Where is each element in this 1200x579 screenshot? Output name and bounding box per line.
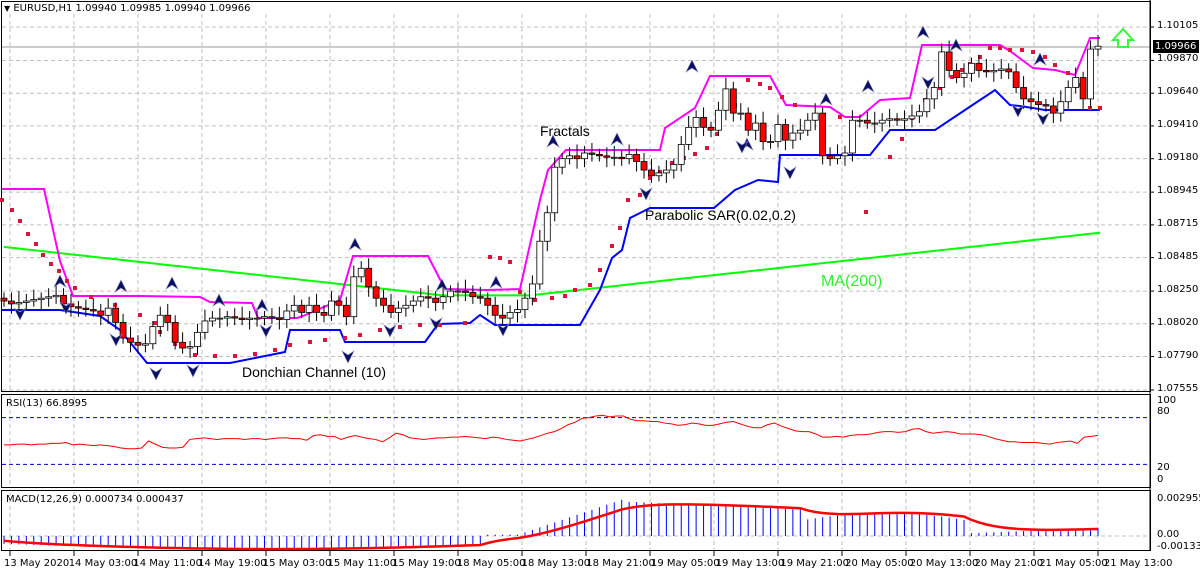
ma-annotation: MA(200) bbox=[821, 273, 883, 290]
price-tick: 1.07790 bbox=[1157, 349, 1199, 361]
time-tick: 18 May 21:00 bbox=[586, 558, 655, 569]
fractals-annotation: Fractals bbox=[540, 123, 590, 139]
macd-tick: -0.001336 bbox=[1157, 541, 1200, 552]
pane-frames bbox=[1, 0, 1151, 551]
time-tick: 14 May 03:00 bbox=[68, 558, 138, 569]
price-tick: 1.08945 bbox=[1157, 185, 1199, 197]
rsi-label: RSI(13) 66.8995 bbox=[6, 398, 88, 409]
time-tick: 20 May 21:00 bbox=[974, 558, 1044, 569]
price-tick: 1.09870 bbox=[1157, 53, 1199, 65]
parabolic-sar-dots bbox=[0, 46, 1102, 358]
price-tick: 1.09640 bbox=[1157, 86, 1199, 98]
time-tick: 14 May 19:00 bbox=[198, 558, 267, 569]
macd-tick: 0.00 bbox=[1157, 529, 1180, 540]
price-tick: 1.07555 bbox=[1157, 383, 1199, 394]
time-tick: 19 May 05:00 bbox=[651, 558, 720, 569]
time-tick: 21 May 13:00 bbox=[1103, 558, 1173, 569]
time-tick: 15 May 11:00 bbox=[327, 558, 397, 569]
up-arrow-icon bbox=[1110, 27, 1136, 48]
price-tick: 1.08485 bbox=[1157, 250, 1199, 262]
donchian-annotation: Donchian Channel (10) bbox=[242, 364, 386, 380]
time-tick: 20 May 13:00 bbox=[909, 558, 979, 569]
donchian-channel bbox=[2, 37, 1100, 364]
time-tick: 19 May 13:00 bbox=[715, 558, 785, 569]
time-tick: 18 May 13:00 bbox=[521, 558, 591, 569]
price-tick: 1.09180 bbox=[1157, 151, 1199, 163]
price-tick: 1.09410 bbox=[1157, 118, 1199, 130]
time-tick: 13 May 2020 bbox=[4, 558, 70, 569]
candlesticks[interactable] bbox=[0, 34, 1102, 358]
time-tick: 19 May 21:00 bbox=[780, 558, 849, 569]
time-tick: 15 May 03:00 bbox=[262, 558, 332, 569]
time-tick: 18 May 05:00 bbox=[456, 558, 526, 569]
macd-label: MACD(12,26,9) 0.000734 0.000437 bbox=[6, 494, 184, 505]
time-tick: 14 May 11:00 bbox=[133, 558, 202, 569]
ma200-line bbox=[3, 231, 1101, 297]
price-tick: 1.08250 bbox=[1157, 284, 1199, 296]
symbol-ohlc-text: EURUSD,H1 1.09940 1.09985 1.09940 1.0996… bbox=[13, 3, 251, 14]
macd-tick: 0.002955 bbox=[1157, 493, 1200, 504]
rsi-tick: 0 bbox=[1157, 474, 1164, 485]
current-price-tag: 1.09966 bbox=[1153, 40, 1199, 53]
rsi-tick: 20 bbox=[1157, 462, 1170, 473]
rsi-line bbox=[4, 414, 1099, 450]
time-tick: 15 May 19:00 bbox=[392, 558, 461, 569]
parabolic-sar-annotation: Parabolic SAR(0.02,0.2) bbox=[645, 207, 796, 223]
rsi-tick: 100 bbox=[1157, 395, 1177, 406]
price-tick: 1.08020 bbox=[1157, 316, 1199, 328]
price-tick: 1.08715 bbox=[1157, 217, 1199, 229]
rsi-tick: 80 bbox=[1157, 406, 1170, 417]
time-tick: 20 May 05:00 bbox=[845, 558, 914, 569]
macd-histogram bbox=[3, 499, 1099, 551]
time-tick: 21 May 05:00 bbox=[1039, 558, 1108, 569]
symbol-header: ▼ EURUSD,H1 1.09940 1.09985 1.09940 1.09… bbox=[4, 3, 250, 14]
triangle-down-icon[interactable]: ▼ bbox=[4, 4, 11, 13]
price-tick: 1.10105 bbox=[1157, 20, 1199, 31]
fractal-markers bbox=[13, 25, 1050, 381]
